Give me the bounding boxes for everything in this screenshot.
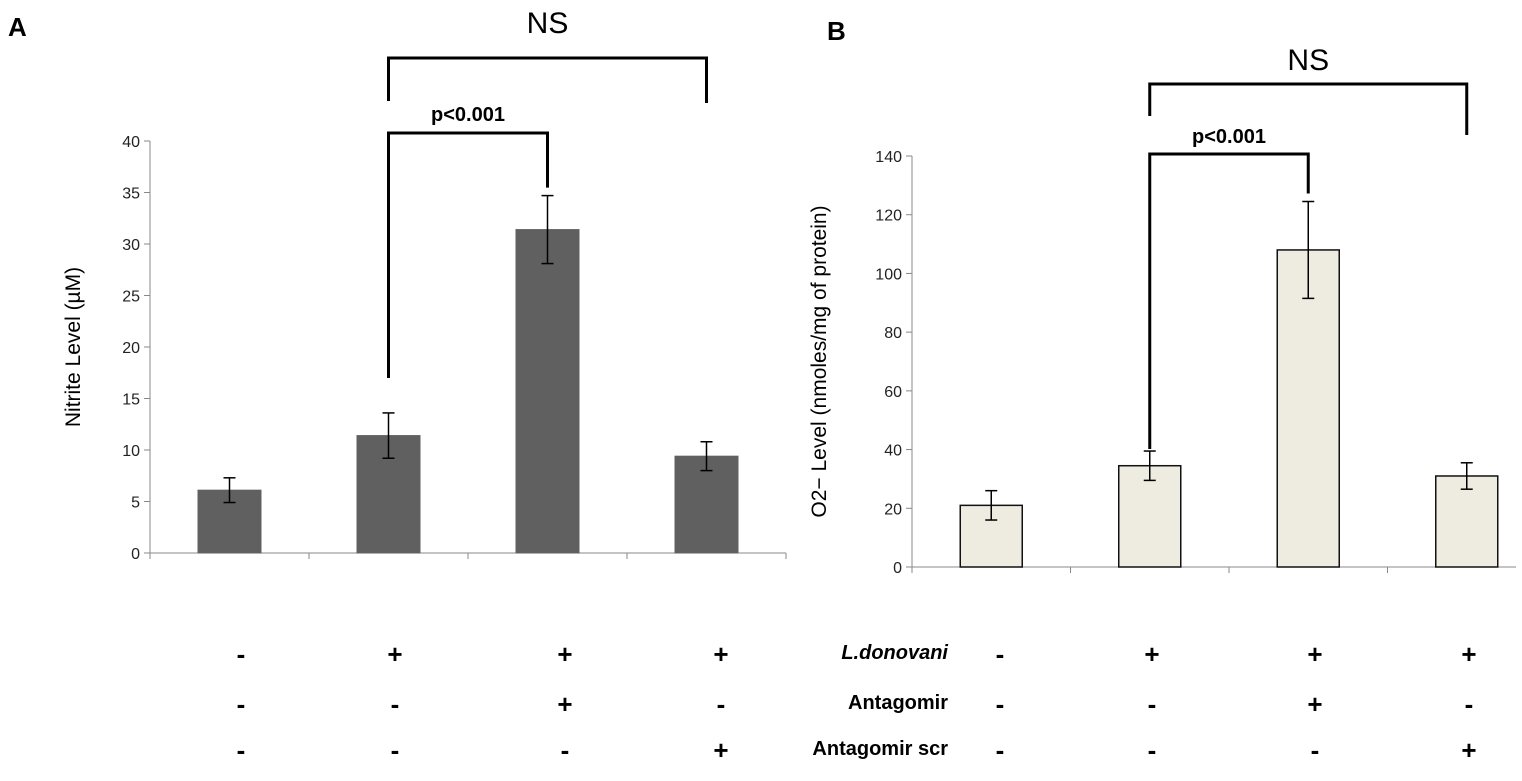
bar	[674, 455, 739, 554]
panel-b-label: B	[827, 16, 846, 46]
panel-b-treatment-symbol: +	[1307, 689, 1322, 719]
y-tick-label: 30	[122, 237, 140, 254]
panel-a-treatment-symbol: +	[557, 689, 572, 719]
panel-b-treatment-symbol: -	[996, 689, 1005, 719]
panel-a-treatment-symbol: -	[717, 689, 726, 719]
y-tick-label: 5	[131, 495, 140, 512]
panel-a-label: A	[8, 12, 27, 42]
y-tick-label: 10	[122, 443, 140, 460]
panel-b-treatment-symbol: +	[1461, 639, 1476, 669]
panel-b-treatment-symbol: -	[1148, 689, 1157, 719]
y-tick-label: 80	[884, 325, 902, 342]
treatment-table: L.donovani - + + + - + + + Antagomir - - + - - - + - Antag…	[237, 639, 1477, 765]
y-tick-label: 40	[122, 134, 140, 151]
bar	[197, 489, 262, 554]
y-tick-label: 0	[893, 560, 902, 577]
treatment-row-label: L.donovani	[841, 642, 948, 664]
y-tick-label: 20	[122, 340, 140, 357]
panel-a-treatment-symbol: +	[557, 639, 572, 669]
panel-b-treatment-symbol: -	[1148, 735, 1157, 765]
panel-a-treatment-symbol: +	[387, 639, 402, 669]
y-axis-title: Nitrite Level (µM)	[62, 267, 85, 427]
ns-bracket	[387, 56, 708, 103]
ns-bracket	[1148, 82, 1469, 135]
y-tick-label: 35	[122, 186, 140, 203]
panel-a: A 0 5 10 15 20 25 30 35 40 Nitrite Level (µM) p<0.…	[8, 7, 787, 563]
panel-a-treatment-symbol: -	[391, 689, 400, 719]
panel-b-treatment-symbol: -	[996, 639, 1005, 669]
panel-a-treatment-symbol: -	[391, 735, 400, 765]
panel-b: B 0 20 40 60 80 100 120 140 O2− Level (nmoles/mg…	[808, 16, 1516, 577]
p-value-label: p<0.001	[431, 104, 505, 126]
panel-b-treatment-symbol: +	[1307, 639, 1322, 669]
panel-a-treatment-symbol: -	[561, 735, 570, 765]
y-tick-label: 100	[875, 266, 902, 283]
ns-label: NS	[1287, 44, 1329, 77]
y-tick-label: 15	[122, 392, 140, 409]
treatment-row-label: Antagomir	[848, 692, 948, 714]
y-tick-label: 0	[131, 546, 140, 563]
panel-a-treatment-symbol: -	[237, 735, 246, 765]
ns-label: NS	[527, 7, 569, 40]
panel-b-treatment-symbol: +	[1144, 639, 1159, 669]
y-tick-label: 20	[884, 501, 902, 518]
treatment-row-label: Antagomir scr	[812, 738, 948, 760]
p-value-bracket	[387, 131, 549, 378]
y-tick-label: 60	[884, 384, 902, 401]
panel-a-treatment-symbol: -	[237, 689, 246, 719]
panel-a-treatment-symbol: +	[713, 735, 728, 765]
chart-a: 0 5 10 15 20 25 30 35 40 Nitrite Level (µM) p<0.00…	[62, 7, 787, 563]
panel-b-treatment-symbol: -	[996, 735, 1005, 765]
chart-b: 0 20 40 60 80 100 120 140 O2− Level (nmoles/mg o…	[808, 44, 1516, 577]
bar	[515, 229, 580, 554]
y-tick-label: 25	[122, 289, 140, 306]
y-tick-label: 140	[875, 149, 902, 166]
bar	[1118, 464, 1182, 568]
panel-a-treatment-symbol: +	[713, 639, 728, 669]
panel-a-treatment-symbol: -	[237, 639, 246, 669]
y-tick-label: 40	[884, 443, 902, 460]
panel-b-treatment-symbol: -	[1465, 689, 1474, 719]
p-value-label: p<0.001	[1192, 126, 1266, 148]
bar	[1435, 475, 1499, 568]
y-tick-label: 120	[875, 208, 902, 225]
y-axis-title: O2− Level (nmoles/mg of protein)	[808, 205, 831, 517]
panel-b-treatment-symbol: -	[1311, 735, 1320, 765]
panel-b-treatment-symbol: +	[1461, 735, 1476, 765]
p-value-bracket	[1148, 152, 1310, 449]
